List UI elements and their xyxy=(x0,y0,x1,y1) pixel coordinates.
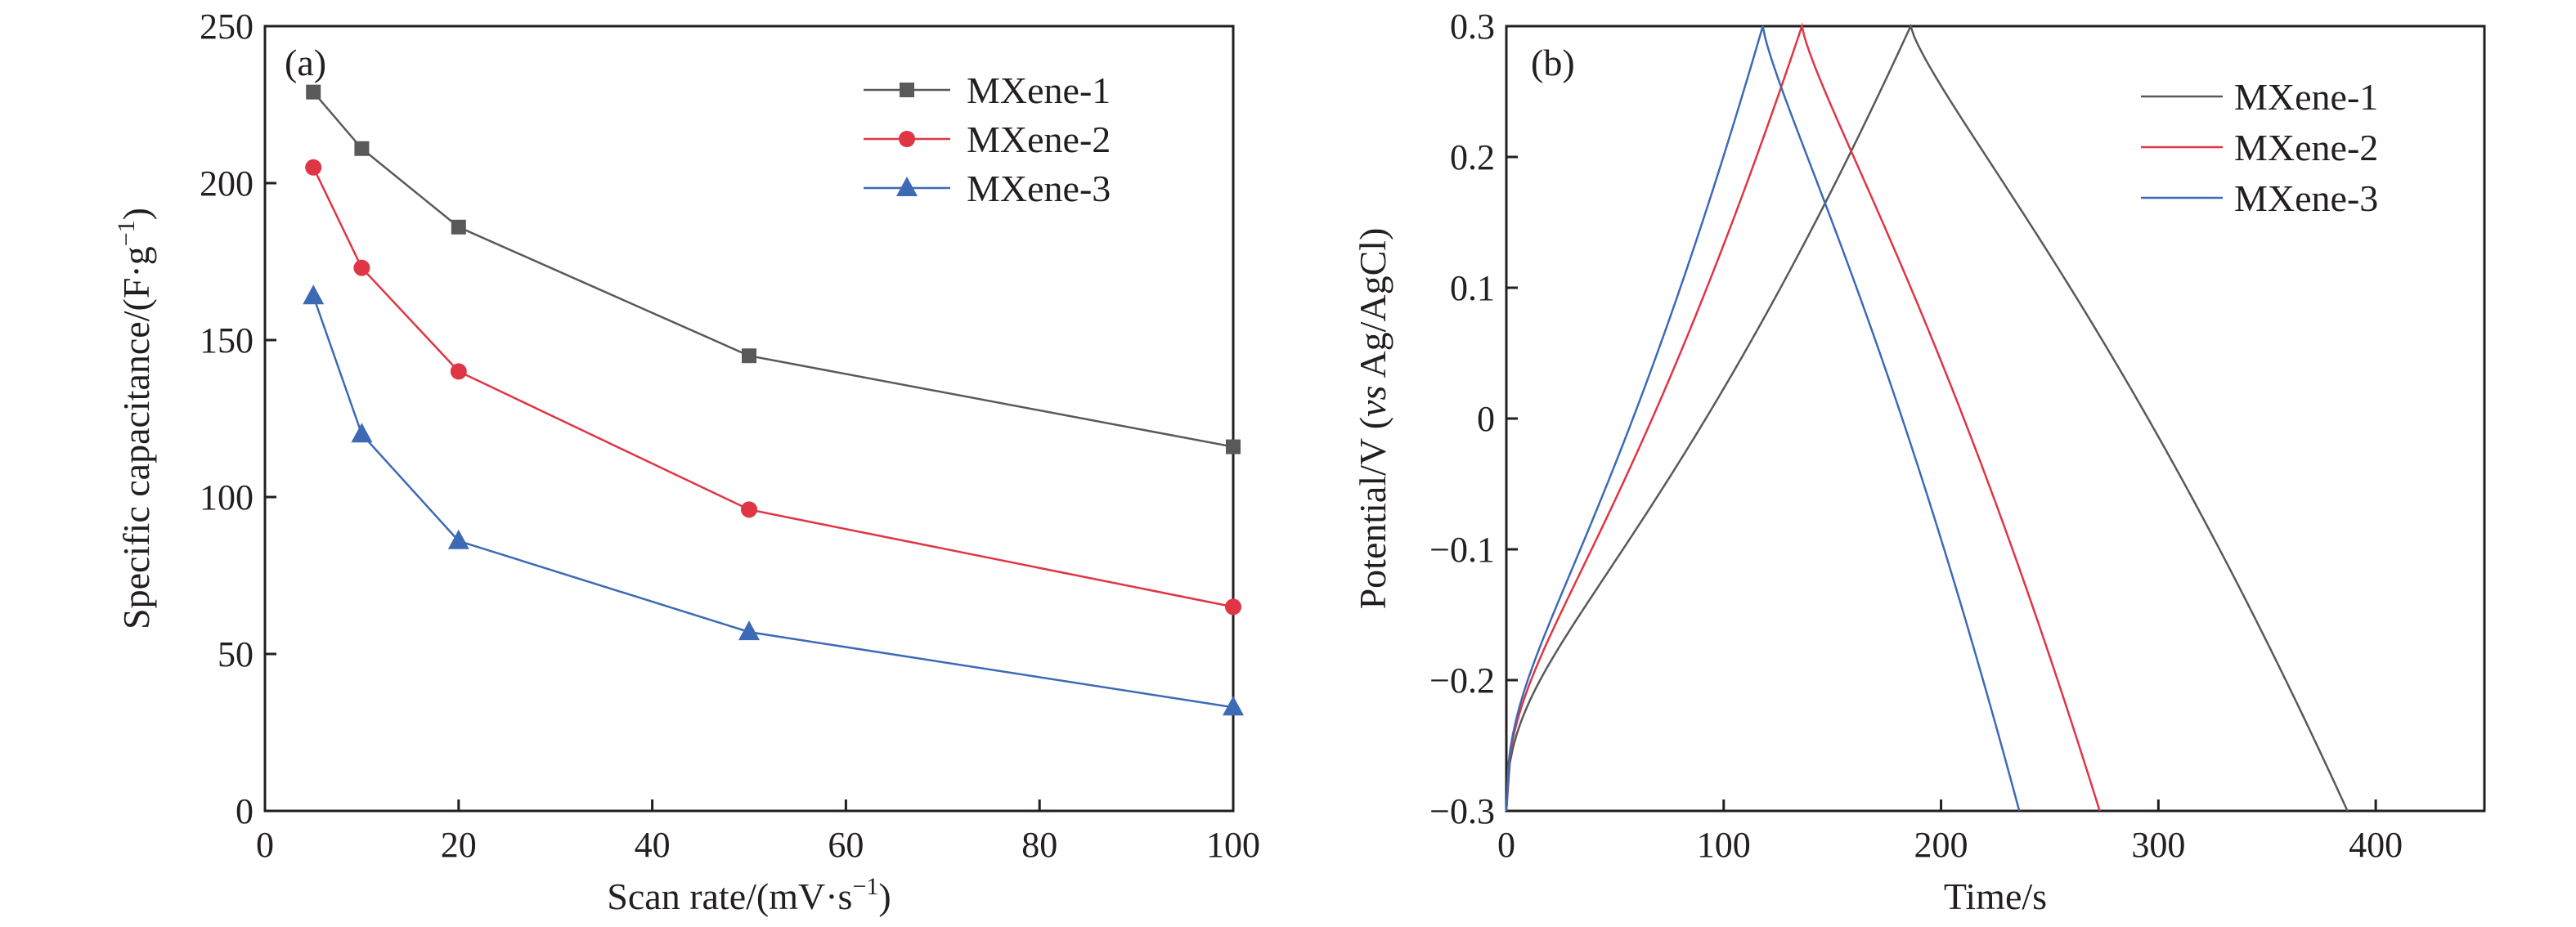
panel-a-data-point-3 xyxy=(1223,696,1244,716)
panel-a-legend: MXene-1 MXene-2 MXene-3 xyxy=(864,69,1111,209)
panel-a-plot-frame xyxy=(263,25,1235,813)
panel-b-series-curve-1 xyxy=(1505,23,2349,812)
panel-a-y-tick-label: 0 xyxy=(236,791,254,831)
panel-b-x-tick-label: 300 xyxy=(2131,825,2185,865)
panel-a-data-point-3 xyxy=(738,620,760,641)
panel-b-x-tick-label: 100 xyxy=(1697,825,1751,865)
panel-a-data-point-1 xyxy=(742,348,756,364)
panel-b-y-tick-label: −0.2 xyxy=(1429,661,1495,701)
panel-b-x-axis-title: Time/s xyxy=(1944,876,2047,917)
panel-b-x-tick-label: 200 xyxy=(1914,825,1968,865)
panel-a-legend-marker xyxy=(896,177,918,196)
panel-b-y-axis-title: Potential/V (vs Ag/AgCl) xyxy=(1352,228,1393,610)
panel-a-x-tick-label: 80 xyxy=(1021,825,1057,865)
panel-a-legend-marker xyxy=(900,83,914,97)
panel-a-data-point-3 xyxy=(447,529,469,549)
panel-a-y-tick-label: 50 xyxy=(218,634,254,674)
panel-a-data-point-1 xyxy=(451,219,466,235)
panel-b-y-tick-label: 0 xyxy=(1477,399,1495,439)
panel-a-y-tick-label: 250 xyxy=(200,7,254,47)
panel-a-x-tick-label: 100 xyxy=(1206,825,1260,865)
panel-b-y-tick-label: 0.2 xyxy=(1450,137,1495,177)
panel-a-data-point-3 xyxy=(303,284,325,305)
panel-a-y-tick-label: 100 xyxy=(200,477,254,517)
panel-a-series xyxy=(303,84,1244,716)
panel-a-legend-label: MXene-3 xyxy=(967,168,1111,209)
panel-a-data-point-3 xyxy=(351,423,373,443)
panel-a-x-axis-title: Scan rate/(mV·s−1) xyxy=(607,873,891,917)
panel-b-series-curve-2 xyxy=(1505,22,2101,812)
panel-a-label: (a) xyxy=(285,42,326,83)
panel-a-data-point-1 xyxy=(306,84,321,100)
panel-a-data-point-1 xyxy=(354,141,370,156)
panel-a-data-point-2 xyxy=(305,159,322,176)
panel-a-x-tick-label: 60 xyxy=(828,825,864,865)
panel-b-chart: 0 100 200 300 400−0.3−0.2−0.100.10.20.3 (b) … xyxy=(1352,7,2486,917)
panel-a-legend-marker xyxy=(899,131,915,147)
panel-b-series xyxy=(1505,22,2349,812)
panel-b-y-tick-label: −0.1 xyxy=(1429,530,1495,570)
panel-b-y-tick-label: −0.3 xyxy=(1429,791,1495,831)
panel-b-legend: MXene-1 MXene-2 MXene-3 xyxy=(2141,76,2378,219)
panel-a-x-tick-label: 20 xyxy=(441,825,477,865)
panel-b-series-curve-3 xyxy=(1505,25,2021,812)
panel-a-y-tick-label: 150 xyxy=(200,320,254,360)
panel-a-data-point-2 xyxy=(450,363,467,380)
panel-a-data-point-2 xyxy=(741,501,757,518)
panel-a-y-tick-label: 200 xyxy=(200,163,254,204)
panel-b-ticks: 0 100 200 300 400 −0.3 −0.2 −0.1 0 0.1 0.2 0.3 xyxy=(1429,7,2403,865)
panel-a-data-point-1 xyxy=(1226,439,1241,455)
panel-b-legend-label: MXene-1 xyxy=(2234,76,2378,118)
panel-b-x-tick-label: 400 xyxy=(2349,825,2403,865)
panel-b-legend-label: MXene-2 xyxy=(2234,127,2378,168)
panel-b-x-tick-label: 0 xyxy=(1497,825,1515,865)
panel-a-legend-label: MXene-1 xyxy=(967,69,1111,111)
panel-a-legend-label: MXene-2 xyxy=(967,119,1111,160)
panel-a-x-tick-label: 40 xyxy=(635,825,671,865)
panel-b-label: (b) xyxy=(1531,42,1575,83)
panel-a-data-point-2 xyxy=(1225,598,1241,616)
panel-b-y-tick-label: 0.3 xyxy=(1450,7,1495,47)
panel-a-ticks: 0 20 40 60 80 100 0 50 100 150 200 250 xyxy=(200,7,1260,865)
panel-b-y-tick-label: 0.1 xyxy=(1450,268,1495,308)
panel-a-data-point-2 xyxy=(353,259,370,276)
panel-a-y-axis-title: Specific capacitance/(F·g−1) xyxy=(113,208,157,629)
panel-a-x-tick-label: 0 xyxy=(256,825,274,865)
panel-a-series-line-3 xyxy=(312,295,1234,709)
panel-b-legend-label: MXene-3 xyxy=(2234,177,2378,219)
